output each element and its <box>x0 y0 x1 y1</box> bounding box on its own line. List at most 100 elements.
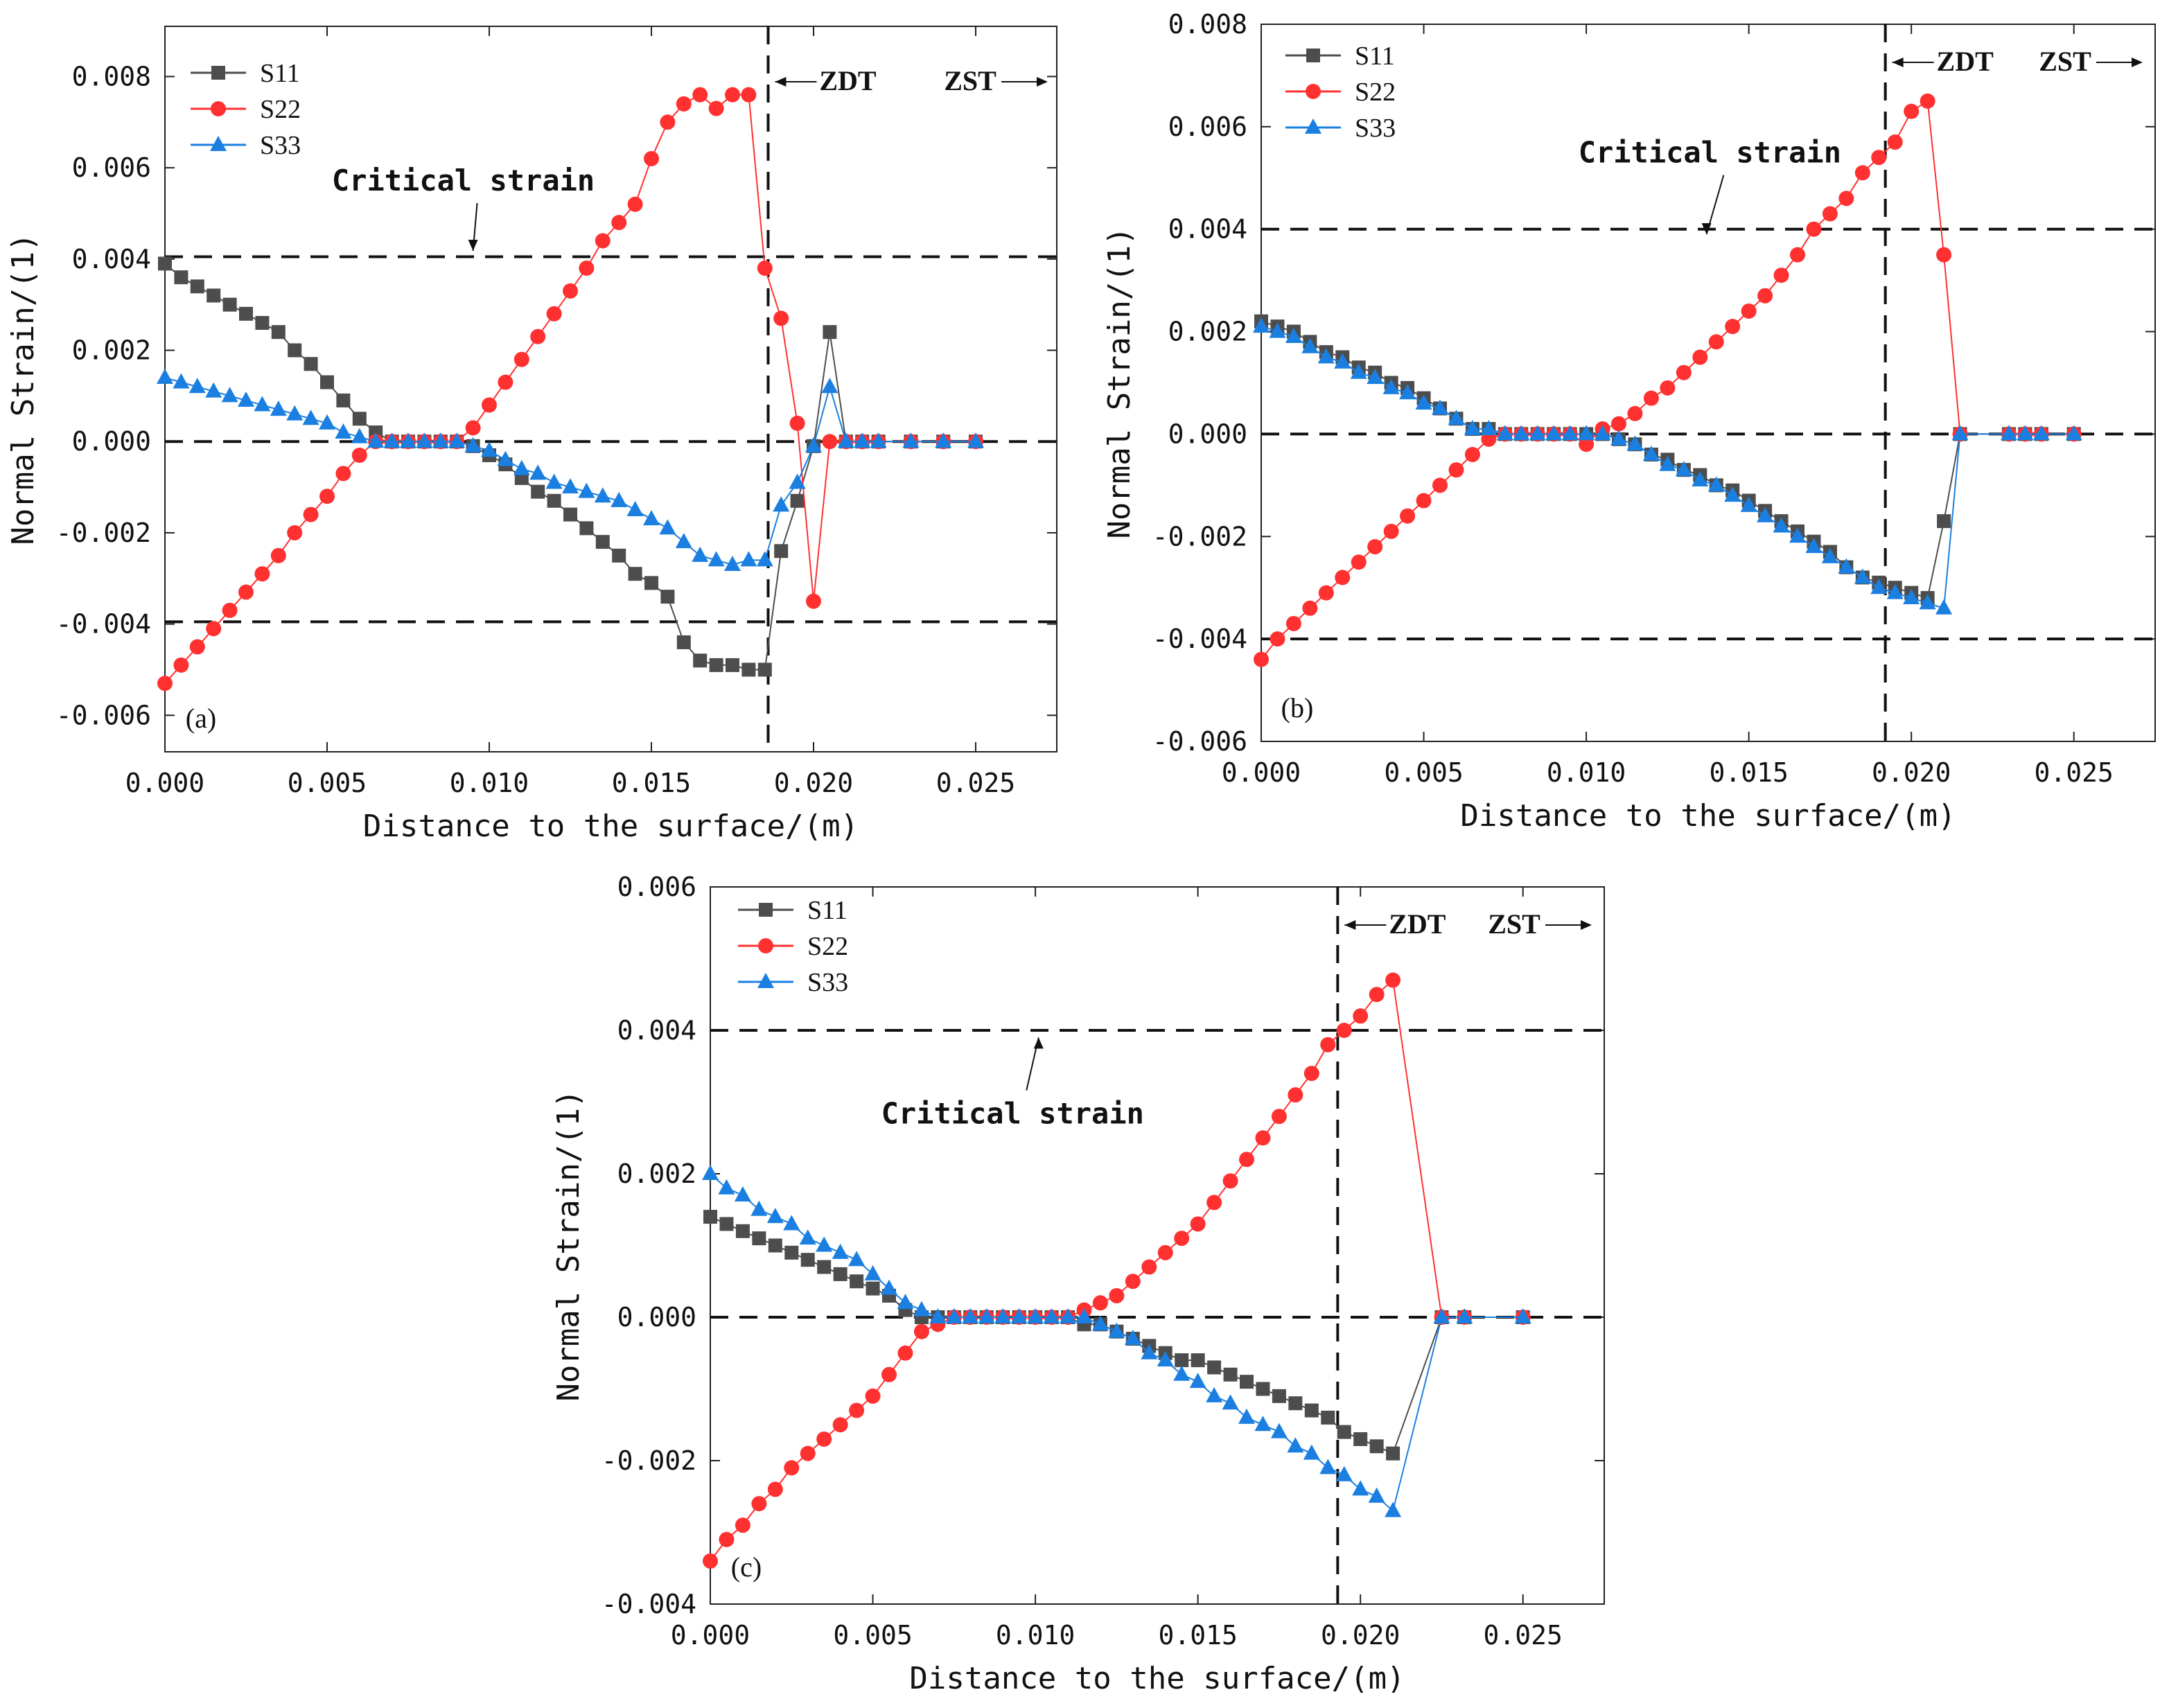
legend-label: S33 <box>260 131 301 160</box>
data-point-s33 <box>1773 517 1790 533</box>
zdt-arrow-head <box>775 77 787 87</box>
data-point-s33 <box>497 450 514 466</box>
data-point-s33 <box>1480 420 1498 436</box>
data-point-s11 <box>1937 514 1951 529</box>
data-point-s22 <box>1239 1152 1254 1168</box>
data-point-s11 <box>752 1231 766 1246</box>
data-point-s33 <box>659 519 676 535</box>
data-point-s22 <box>1708 334 1724 350</box>
data-point-s33 <box>756 551 773 567</box>
data-point-s33 <box>367 432 385 448</box>
data-point-s22 <box>1190 1216 1206 1232</box>
data-point-s22 <box>692 87 708 103</box>
y-tick-label: 0.006 <box>72 152 151 183</box>
data-point-s22 <box>1904 103 1920 119</box>
data-point-s22 <box>1125 1274 1141 1289</box>
data-point-s22 <box>1822 206 1838 222</box>
legend-label: S22 <box>260 95 301 124</box>
data-point-s11 <box>612 548 626 563</box>
data-point-s22 <box>1285 615 1301 631</box>
y-tick-label: -0.004 <box>601 1589 696 1619</box>
critical-strain-label: Critical strain <box>1579 136 1841 170</box>
x-tick-label: 0.025 <box>936 768 1015 798</box>
series-s33 <box>1253 317 2082 615</box>
data-point-s22 <box>1660 380 1676 396</box>
zdt-label: ZDT <box>1937 46 1994 77</box>
series-line-s11 <box>710 1216 1523 1454</box>
data-point-s33 <box>1433 1308 1450 1323</box>
data-point-s22 <box>1432 477 1448 493</box>
data-point-s22 <box>741 87 757 103</box>
data-point-s22 <box>1611 416 1626 432</box>
data-point-s33 <box>513 459 530 475</box>
data-point-s33 <box>734 1186 751 1202</box>
data-point-s33 <box>1529 425 1546 441</box>
data-point-s33 <box>1303 1444 1320 1460</box>
data-point-s22 <box>1174 1231 1190 1247</box>
data-point-s22 <box>784 1460 800 1476</box>
data-point-s33 <box>1432 399 1448 415</box>
data-point-s33 <box>1382 378 1400 394</box>
data-point-s22 <box>1222 1173 1238 1189</box>
data-point-s22 <box>513 351 529 367</box>
data-point-s22 <box>1335 570 1351 586</box>
x-tick-label: 0.010 <box>1547 757 1626 788</box>
data-point-s11 <box>757 662 772 677</box>
data-point-s22 <box>773 310 789 326</box>
data-point-s22 <box>751 1496 767 1512</box>
x-tick-label: 0.025 <box>2035 757 2114 788</box>
data-point-s11 <box>531 484 545 499</box>
data-point-s22 <box>1367 539 1383 555</box>
data-point-s22 <box>1270 631 1285 647</box>
data-point-s11 <box>1191 1353 1205 1368</box>
data-point-s22 <box>1206 1195 1222 1210</box>
data-point-s22 <box>1936 247 1952 263</box>
data-point-s33 <box>2000 425 2017 441</box>
y-tick-label: 0.006 <box>617 872 696 902</box>
data-point-s11 <box>271 325 286 340</box>
data-point-s22 <box>465 420 481 436</box>
data-point-s22 <box>832 1417 848 1433</box>
data-point-s33 <box>1951 425 1969 441</box>
data-point-s33 <box>1838 558 1855 574</box>
data-point-s22 <box>206 621 222 637</box>
data-point-s33 <box>805 437 822 452</box>
data-point-s33 <box>448 432 466 448</box>
data-point-s22 <box>189 639 205 655</box>
data-point-s33 <box>302 410 319 425</box>
data-point-s33 <box>1789 527 1806 543</box>
data-point-s33 <box>1642 446 1660 461</box>
series-s33 <box>157 369 984 572</box>
data-point-s22 <box>1790 247 1805 263</box>
x-tick-label: 0.020 <box>1321 1620 1400 1650</box>
data-point-s22 <box>303 507 319 522</box>
data-point-s11 <box>726 658 739 672</box>
data-point-s22 <box>351 447 367 463</box>
data-point-s11 <box>239 306 253 321</box>
data-point-s33 <box>1692 470 1709 486</box>
data-point-s33 <box>718 1179 735 1195</box>
y-tick-label: -0.002 <box>601 1445 696 1476</box>
data-point-s33 <box>2065 425 2082 441</box>
data-point-s22 <box>703 1553 718 1569</box>
data-point-s33 <box>1238 1408 1255 1424</box>
data-point-s22 <box>881 1366 897 1382</box>
data-point-s22 <box>913 1323 929 1339</box>
data-point-s22 <box>482 397 497 413</box>
data-point-s33 <box>1675 461 1692 477</box>
data-point-s22 <box>1353 1008 1369 1024</box>
data-point-s33 <box>702 1165 719 1180</box>
legend-marker <box>757 973 774 988</box>
data-point-s22 <box>1806 221 1822 237</box>
data-point-s22 <box>1481 431 1497 447</box>
x-tick-label: 0.025 <box>1484 1620 1563 1650</box>
legend-label: S33 <box>1355 114 1396 143</box>
data-point-s22 <box>1254 651 1269 667</box>
data-point-s33 <box>1919 594 1936 610</box>
legend-label: S11 <box>807 896 848 925</box>
data-point-s11 <box>1240 1375 1254 1389</box>
data-point-s22 <box>1741 303 1757 319</box>
data-point-s22 <box>1725 319 1741 335</box>
zdt-label: ZDT <box>819 65 877 96</box>
data-point-s11 <box>563 507 577 522</box>
